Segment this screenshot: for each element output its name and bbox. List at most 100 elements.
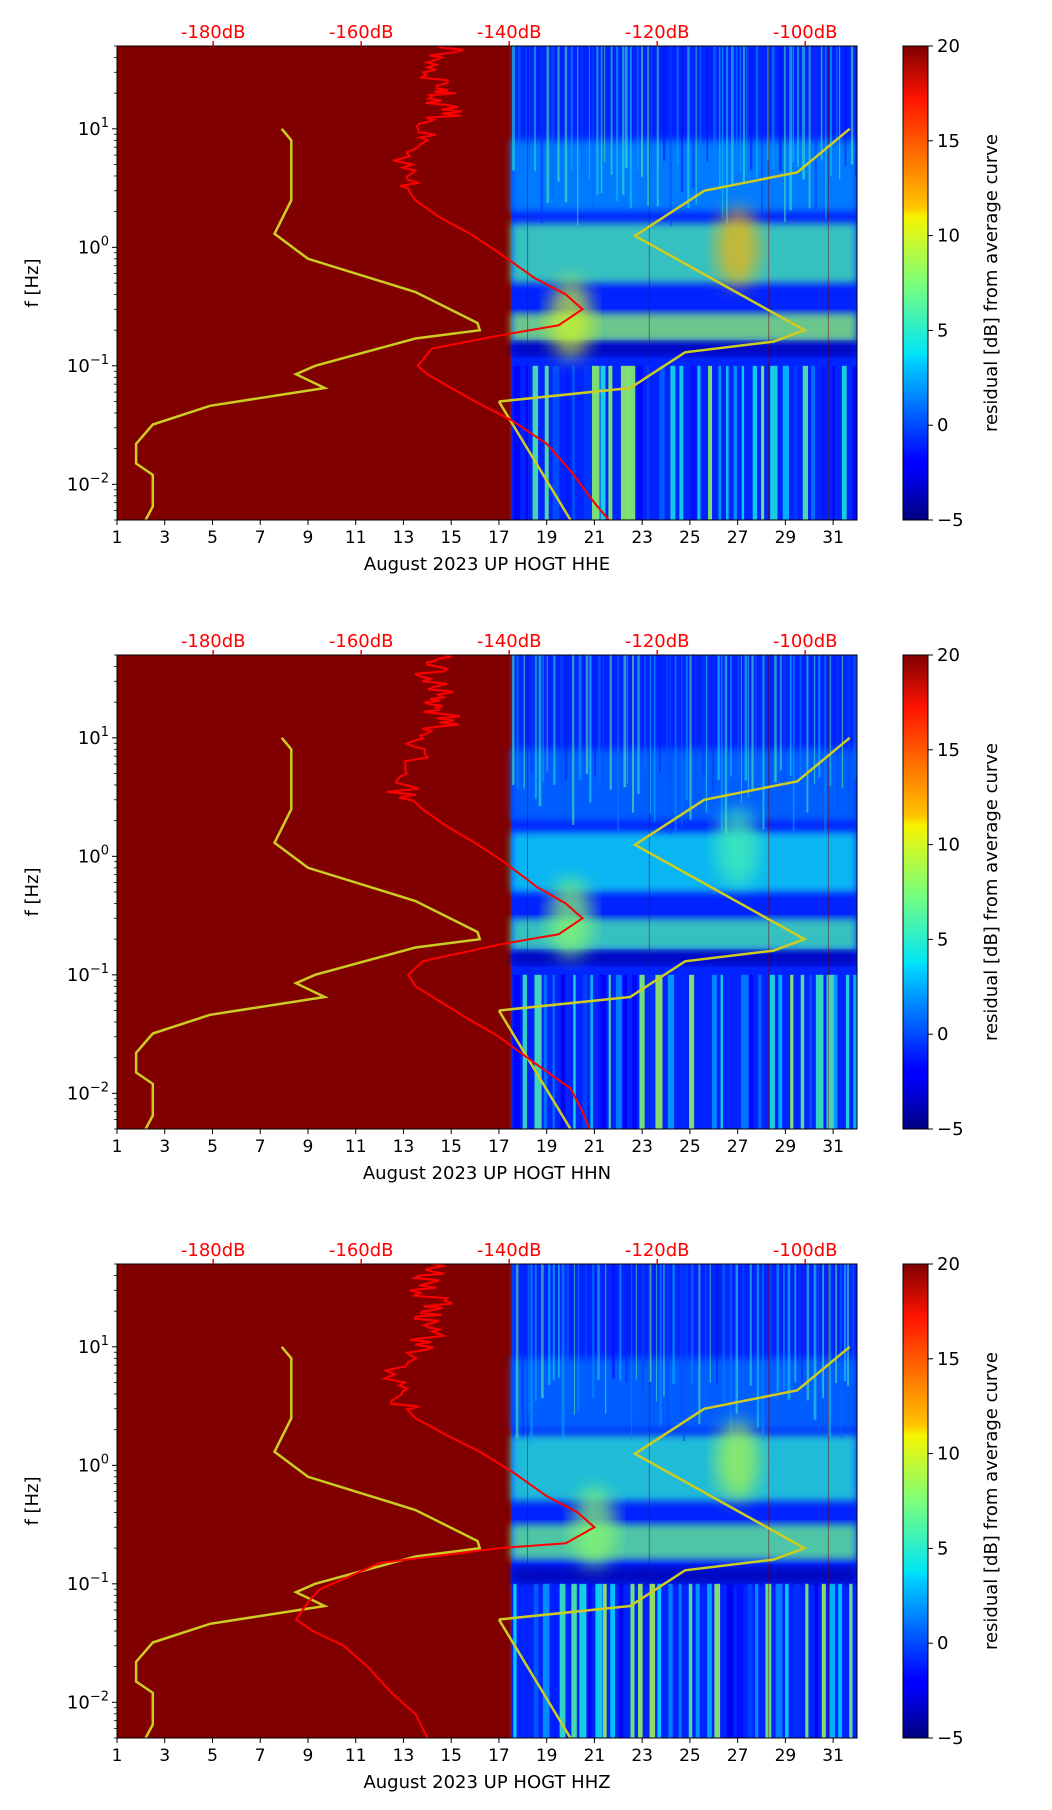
x-tick-label: 27 <box>727 528 749 548</box>
low-frequency-streak <box>697 365 701 520</box>
high-frequency-streak <box>676 46 679 166</box>
low-frequency-streak <box>620 365 629 520</box>
high-frequency-streak <box>681 46 684 192</box>
high-frequency-streak <box>839 46 841 180</box>
high-frequency-streak <box>847 655 850 794</box>
high-frequency-streak <box>525 46 527 188</box>
high-frequency-streak <box>641 1264 645 1394</box>
high-frequency-streak <box>612 1264 615 1379</box>
colorbar-tick-label: 15 <box>937 131 960 152</box>
low-frequency-streak <box>655 974 663 1129</box>
colorbar-gradient <box>902 45 929 521</box>
high-frequency-streak <box>702 655 705 775</box>
low-frequency-streak <box>603 1583 607 1738</box>
low-frequency-streak <box>678 974 686 1129</box>
high-frequency-streak <box>548 1264 551 1385</box>
low-frequency-streak <box>646 365 650 520</box>
y-tick-base: 10 <box>78 119 101 140</box>
top-db-tick-label: -140dB <box>477 1240 542 1261</box>
high-frequency-streak <box>731 46 734 186</box>
low-frequency-streak <box>552 974 555 1129</box>
x-tick-label: 9 <box>303 1746 314 1766</box>
psd-curve <box>386 655 591 1129</box>
x-tick-label: 13 <box>393 1746 415 1766</box>
high-frequency-streak <box>737 655 739 777</box>
low-frequency-streak <box>769 974 775 1129</box>
y-tick-label: 10−2 <box>67 1689 109 1713</box>
y-tick-base: 10 <box>67 965 90 986</box>
high-frequency-streak <box>602 655 605 784</box>
x-tick-label: 7 <box>255 1137 266 1157</box>
high-frequency-streak <box>730 655 732 777</box>
x-tick-label: 21 <box>584 1746 606 1766</box>
low-frequency-streak <box>699 974 704 1129</box>
high-frequency-streak <box>679 1264 683 1432</box>
x-tick-label: 29 <box>775 1137 797 1157</box>
colorbar-tick-label: 20 <box>937 1254 960 1275</box>
y-tick-base: 10 <box>67 1574 90 1595</box>
x-tick-label: 19 <box>536 1137 558 1157</box>
low-frequency-streak <box>714 1583 721 1738</box>
background-curve <box>497 1009 572 1129</box>
low-frequency-streak <box>657 1583 662 1738</box>
high-frequency-streak <box>852 1264 855 1387</box>
x-tick-label: 3 <box>159 1746 170 1766</box>
y-tick-exponent: −2 <box>90 1080 109 1095</box>
high-frequency-streak <box>822 1264 825 1399</box>
x-axis-label: August 2023 UP HOGT HHZ <box>363 1772 610 1793</box>
high-frequency-streak <box>850 46 854 165</box>
low-frequency-streak <box>725 365 729 520</box>
high-frequency-streak <box>749 1264 752 1386</box>
high-frequency-streak <box>690 1264 694 1384</box>
no-data-fill <box>117 655 511 1129</box>
high-frequency-streak <box>769 655 771 791</box>
y-tick-base: 10 <box>67 1692 90 1713</box>
colorbar-tick-label: 10 <box>937 1444 960 1465</box>
low-frequency-streak <box>550 1583 558 1738</box>
x-tick-label: 13 <box>393 1137 415 1157</box>
x-tick-label: 31 <box>822 1746 844 1766</box>
top-db-tick-label: -120dB <box>625 631 690 652</box>
high-frequency-streak <box>761 1264 765 1441</box>
high-frequency-streak <box>625 1264 628 1383</box>
high-frequency-streak <box>742 46 745 182</box>
x-tick-label: 3 <box>159 528 170 548</box>
high-frequency-streak <box>529 46 531 169</box>
low-frequency-streak <box>690 365 696 520</box>
high-frequency-streak <box>716 1264 718 1384</box>
y-tick-exponent: 0 <box>101 1452 109 1467</box>
spectral-band <box>510 1523 857 1560</box>
high-frequency-streak <box>722 1264 726 1403</box>
x-tick-label: 11 <box>345 528 367 548</box>
high-frequency-streak <box>695 655 697 803</box>
spectral-band <box>510 223 857 283</box>
high-frequency-streak <box>553 655 556 785</box>
high-frequency-streak <box>598 655 601 786</box>
low-frequency-streak <box>695 1583 700 1738</box>
x-tick-label: 11 <box>345 1746 367 1766</box>
colorbar: 20 15 10 5 0 −5 residual [dB] from average cur… <box>902 1254 1002 1749</box>
high-frequency-streak <box>802 46 805 180</box>
high-frequency-streak <box>739 46 741 173</box>
high-frequency-streak <box>789 46 793 211</box>
colorbar-tick-label: 0 <box>937 1633 948 1654</box>
top-db-tick-label: -120dB <box>625 1240 690 1261</box>
high-frequency-streak <box>635 1264 638 1380</box>
spectrogram-hotspot <box>715 1420 760 1501</box>
low-frequency-streak <box>623 974 628 1129</box>
low-frequency-streak <box>790 974 794 1129</box>
y-axis-label: f [Hz] <box>22 258 43 307</box>
low-frequency-streak <box>513 1583 517 1738</box>
colorbar-tick-label: 0 <box>937 1024 948 1045</box>
high-frequency-streak <box>644 655 647 772</box>
low-frequency-streak <box>582 974 587 1129</box>
low-frequency-streak <box>646 974 655 1129</box>
high-frequency-streak <box>659 655 661 773</box>
high-frequency-streak <box>546 655 548 772</box>
high-frequency-streak <box>578 655 582 780</box>
high-frequency-streak <box>814 46 817 210</box>
colorbar-label: residual [dB] from average curve <box>981 134 1002 432</box>
high-frequency-streak <box>512 655 515 786</box>
high-frequency-streak <box>729 1264 733 1435</box>
high-frequency-streak <box>571 655 575 825</box>
